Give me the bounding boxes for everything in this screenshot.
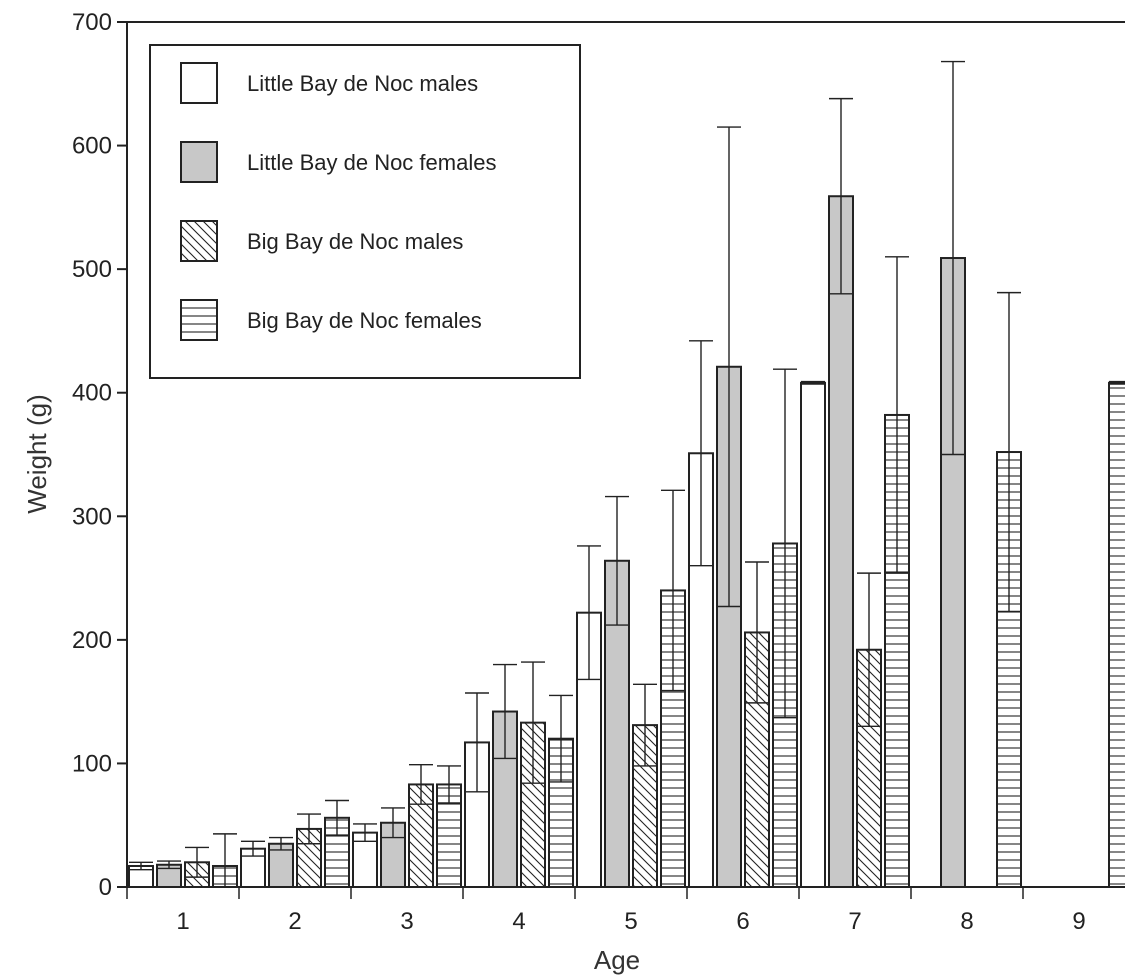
y-tick-label: 300 [72,503,112,530]
x-ticks: 1 2 3 4 5 6 7 8 9 [126,887,1086,935]
y-axis-title: Weight (g) [22,394,52,513]
y-tick-label: 0 [99,874,112,901]
x-tick-label: 2 [288,908,301,935]
x-tick-label: 6 [736,908,749,935]
y-tick-label: 700 [72,9,112,36]
x-tick-label: 8 [960,908,973,935]
legend-swatch-big-bay-de-noc-males [180,220,218,262]
legend-label: Big Bay de Noc males [247,229,463,254]
x-tick-label: 1 [176,908,189,935]
y-tick-label: 200 [72,627,112,654]
y-ticks: 0 100 200 300 400 500 600 700 [72,9,127,901]
legend-items: Little Bay de Noc males Little Bay de Noc… [180,62,496,341]
legend-swatch-little-bay-de-noc-males [180,62,218,104]
legend: Little Bay de Noc males Little Bay de Noc… [149,44,581,379]
bar-little-bay-de-noc-females [268,842,294,888]
y-tick-label: 600 [72,133,112,160]
x-tick-label: 7 [848,908,861,935]
x-tick-label: 3 [400,908,413,935]
bar-big-bay-de-noc-females [1108,381,1125,888]
x-tick-label: 9 [1072,908,1085,935]
legend-swatch-little-bay-de-noc-females [180,141,218,183]
x-tick-label: 5 [624,908,637,935]
x-axis-title: Age [594,945,640,975]
bar-little-bay-de-noc-males [800,381,826,888]
legend-label: Little Bay de Noc females [247,150,496,175]
x-tick-label: 4 [512,908,525,935]
legend-swatch-big-bay-de-noc-females [180,299,218,341]
legend-label: Big Bay de Noc females [247,308,482,333]
error-bars-layer [129,60,1125,888]
y-tick-label: 100 [72,750,112,777]
y-tick-label: 400 [72,380,112,407]
bar-little-bay-de-noc-females [828,195,854,888]
legend-frame [149,44,581,379]
y-tick-label: 500 [72,256,112,283]
legend-label: Little Bay de Noc males [247,71,478,96]
